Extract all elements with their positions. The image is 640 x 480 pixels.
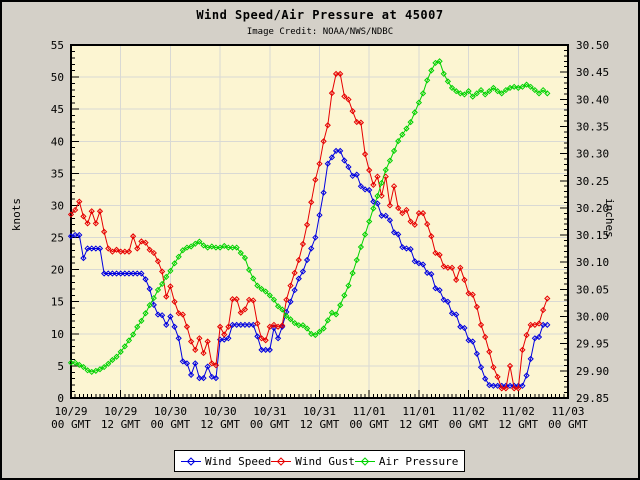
svg-text:12 GMT: 12 GMT bbox=[101, 418, 141, 431]
svg-text:15: 15 bbox=[51, 296, 64, 309]
svg-text:29.95: 29.95 bbox=[576, 338, 609, 351]
wind-gust-marker-icon bbox=[271, 456, 292, 466]
svg-text:10/29: 10/29 bbox=[54, 405, 87, 418]
svg-text:30.10: 30.10 bbox=[576, 256, 609, 269]
svg-text:30.40: 30.40 bbox=[576, 93, 609, 106]
svg-text:11/01: 11/01 bbox=[402, 405, 435, 418]
svg-text:40: 40 bbox=[51, 135, 64, 148]
wind-speed-marker-icon bbox=[181, 456, 201, 466]
air-pressure-marker-icon bbox=[354, 456, 375, 466]
svg-text:12 GMT: 12 GMT bbox=[498, 418, 538, 431]
svg-text:30: 30 bbox=[51, 199, 64, 212]
legend-label-wind-speed: Wind Speed bbox=[205, 454, 272, 468]
svg-text:10/29: 10/29 bbox=[104, 405, 137, 418]
svg-text:30.05: 30.05 bbox=[576, 283, 609, 296]
svg-text:30.30: 30.30 bbox=[576, 148, 609, 161]
svg-text:30.25: 30.25 bbox=[576, 175, 609, 188]
svg-text:50: 50 bbox=[51, 71, 64, 84]
y-axis-label-right: inches bbox=[603, 198, 616, 238]
svg-text:10/31: 10/31 bbox=[303, 405, 336, 418]
legend: Wind Speed Wind Gust Air Pressure bbox=[174, 450, 465, 472]
svg-text:30.00: 30.00 bbox=[576, 311, 609, 324]
svg-text:55: 55 bbox=[51, 39, 64, 52]
svg-text:11/01: 11/01 bbox=[353, 405, 386, 418]
svg-text:25: 25 bbox=[51, 232, 64, 245]
svg-text:00 GMT: 00 GMT bbox=[151, 418, 191, 431]
svg-text:30.20: 30.20 bbox=[576, 202, 609, 215]
svg-text:00 GMT: 00 GMT bbox=[349, 418, 389, 431]
svg-text:29.90: 29.90 bbox=[576, 365, 609, 378]
svg-text:35: 35 bbox=[51, 167, 64, 180]
svg-text:12 GMT: 12 GMT bbox=[399, 418, 439, 431]
svg-text:10: 10 bbox=[51, 328, 64, 341]
legend-item-wind-gust: Wind Gust bbox=[271, 455, 355, 468]
legend-item-wind-speed: Wind Speed bbox=[181, 455, 271, 468]
svg-text:20: 20 bbox=[51, 264, 64, 277]
svg-text:00 GMT: 00 GMT bbox=[548, 418, 588, 431]
svg-text:10/31: 10/31 bbox=[253, 405, 286, 418]
chart-title: Wind Speed/Air Pressure at 45007 bbox=[196, 8, 444, 22]
chart-subtitle: Image Credit: NOAA/NWS/NDBC bbox=[246, 27, 394, 37]
svg-text:30.45: 30.45 bbox=[576, 66, 609, 79]
svg-text:10/30: 10/30 bbox=[154, 405, 187, 418]
svg-text:0: 0 bbox=[57, 392, 64, 405]
svg-text:11/02: 11/02 bbox=[452, 405, 485, 418]
svg-text:30.15: 30.15 bbox=[576, 229, 609, 242]
legend-label-air-pressure: Air Pressure bbox=[378, 454, 459, 468]
svg-text:29.85: 29.85 bbox=[576, 392, 609, 405]
svg-text:45: 45 bbox=[51, 103, 64, 116]
legend-item-air-pressure: Air Pressure bbox=[354, 454, 459, 468]
svg-text:30.35: 30.35 bbox=[576, 120, 609, 133]
svg-text:00 GMT: 00 GMT bbox=[250, 418, 290, 431]
svg-text:11/03: 11/03 bbox=[551, 405, 584, 418]
svg-text:00 GMT: 00 GMT bbox=[449, 418, 489, 431]
svg-text:5: 5 bbox=[57, 360, 64, 373]
svg-text:30.50: 30.50 bbox=[576, 39, 609, 52]
svg-text:00 GMT: 00 GMT bbox=[51, 418, 91, 431]
svg-text:11/02: 11/02 bbox=[502, 405, 535, 418]
legend-label-wind-gust: Wind Gust bbox=[295, 454, 355, 468]
svg-text:12 GMT: 12 GMT bbox=[300, 418, 340, 431]
svg-text:12 GMT: 12 GMT bbox=[200, 418, 240, 431]
svg-text:10/30: 10/30 bbox=[204, 405, 237, 418]
